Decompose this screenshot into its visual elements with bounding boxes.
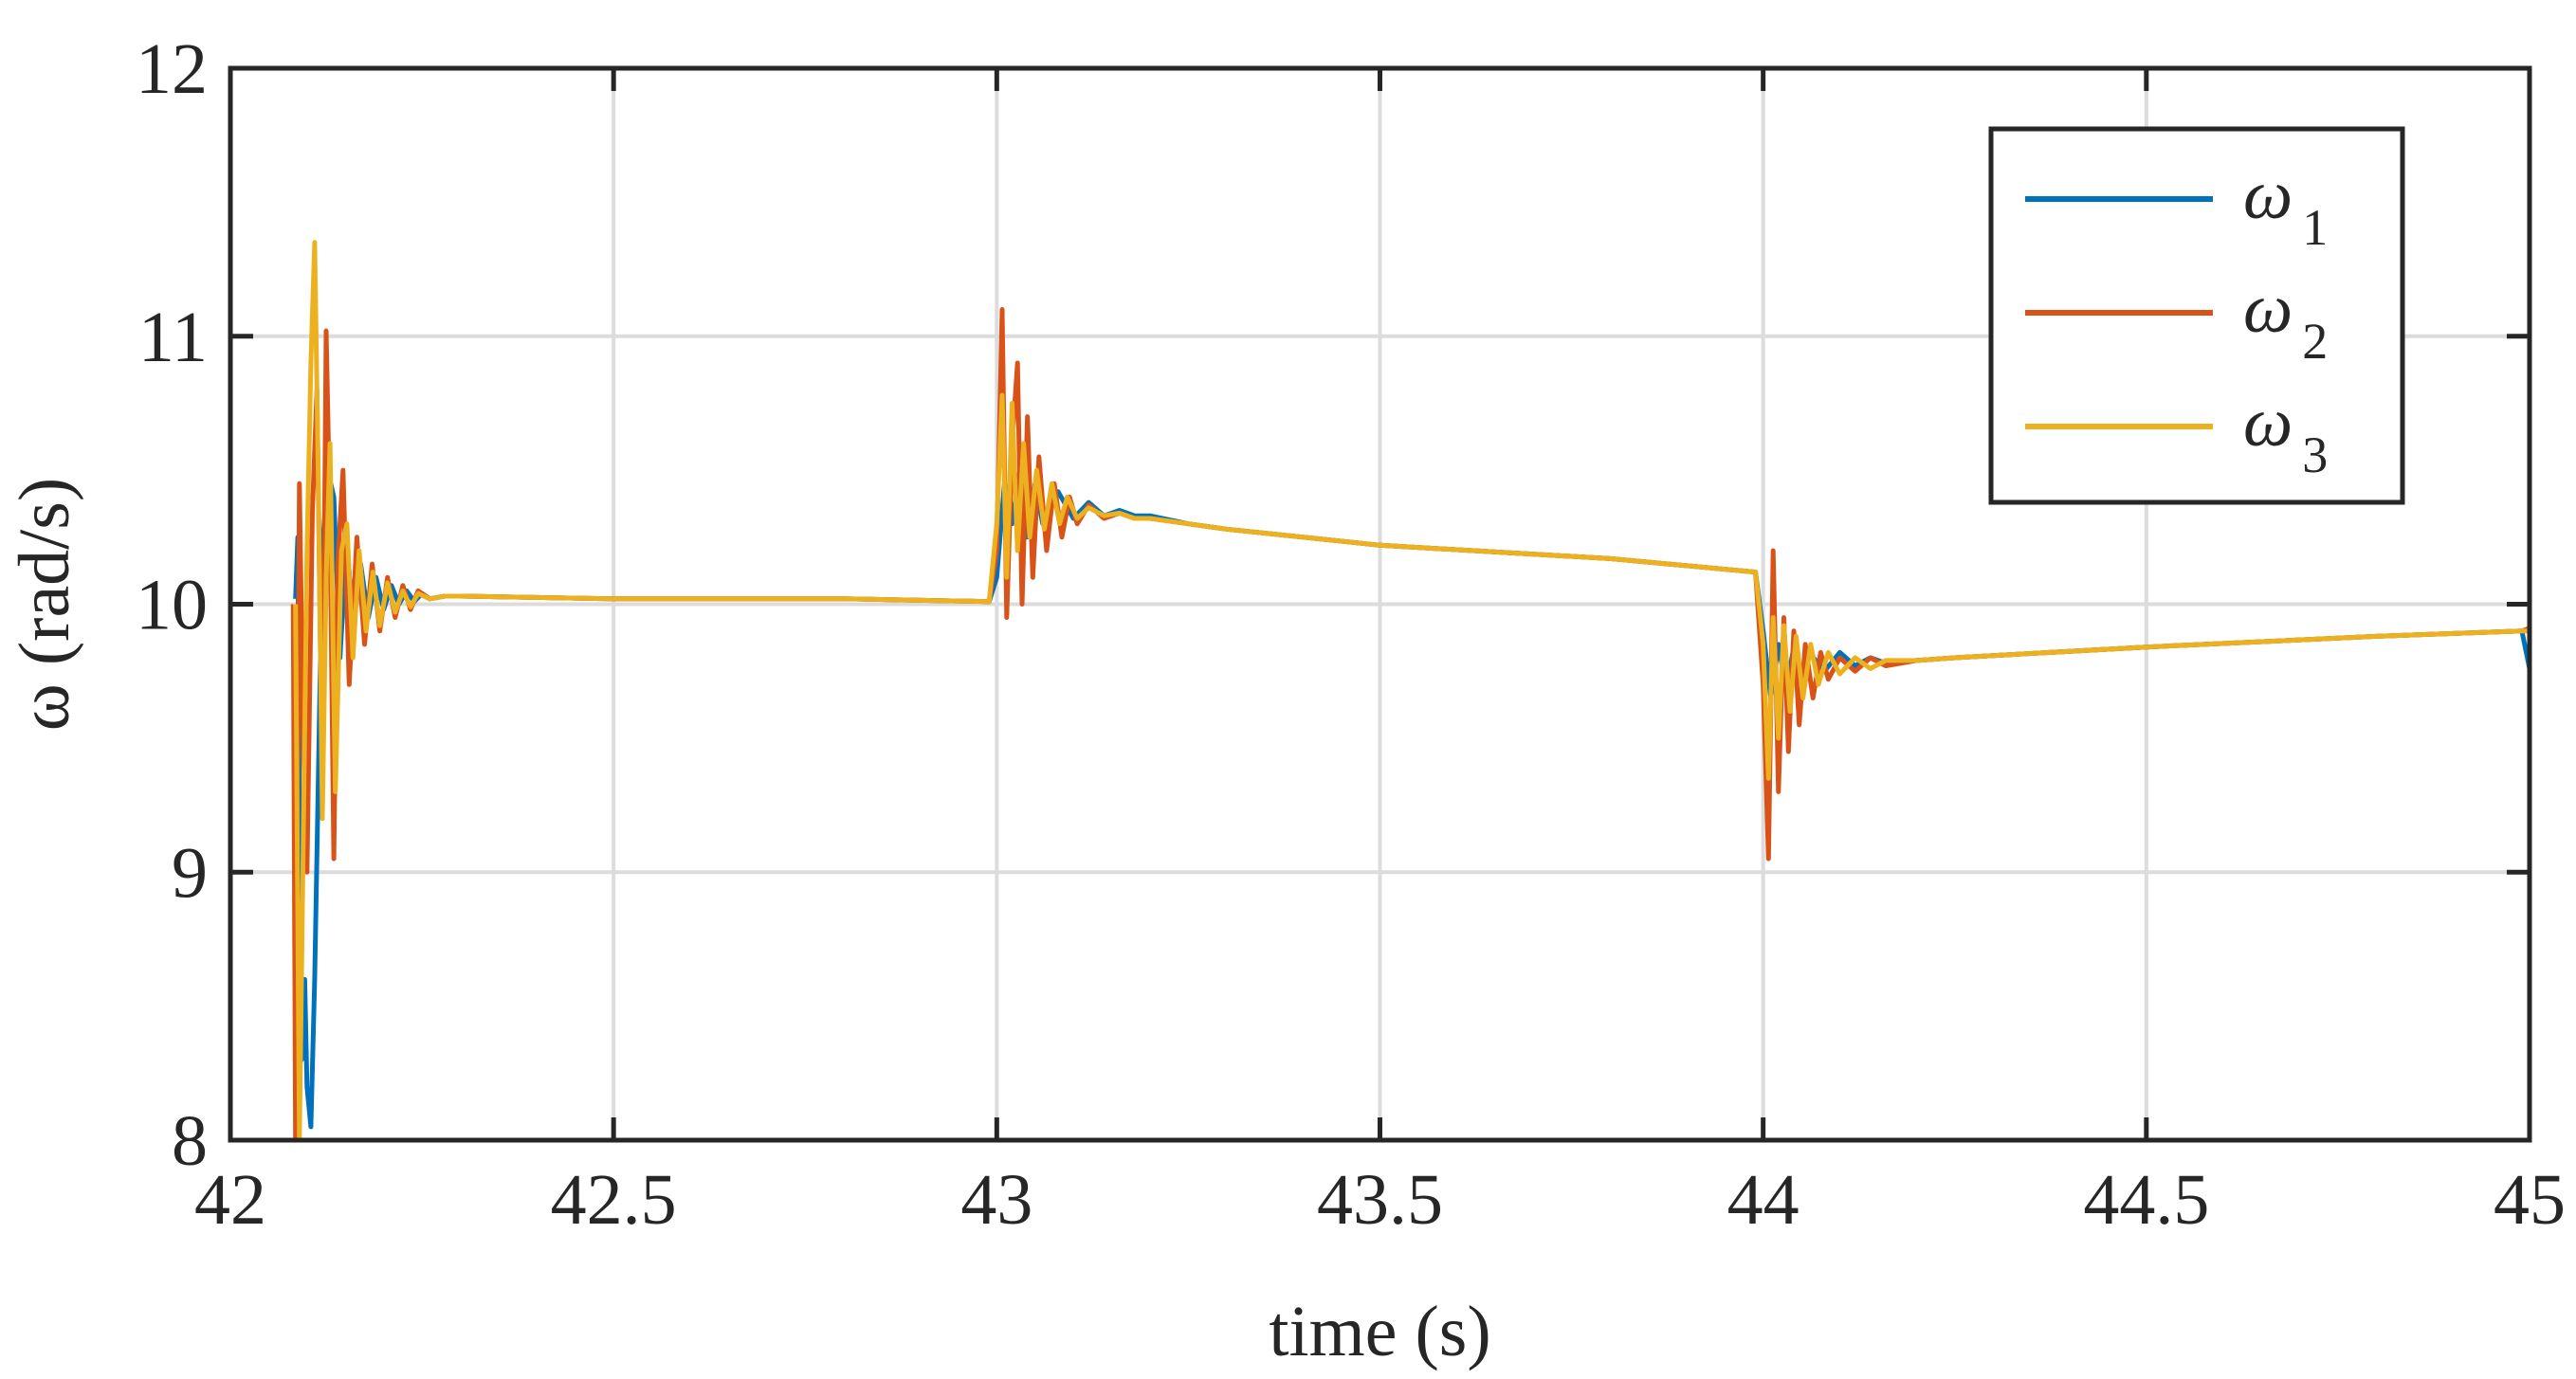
x-tick-label: 42 — [194, 1160, 266, 1240]
y-tick-label: 12 — [136, 29, 208, 109]
x-tick-label: 44 — [1727, 1160, 1800, 1240]
x-tick-label: 43 — [960, 1160, 1032, 1240]
x-tick-labels: 42 42.5 43 43.5 44 44.5 45 — [194, 1160, 2566, 1240]
x-tick-label: 45 — [2494, 1160, 2566, 1240]
x-axis-label: time (s) — [1269, 1292, 1490, 1371]
y-tick-label: 8 — [172, 1101, 208, 1181]
legend: ω 1 ω 2 ω 3 — [1988, 126, 2405, 505]
y-axis-label: ω (rad/s) — [5, 478, 84, 731]
tick-marks — [228, 65, 2532, 1143]
y-tick-label: 11 — [138, 298, 208, 377]
x-tick-label: 43.5 — [1317, 1160, 1443, 1240]
x-tick-label: 44.5 — [2083, 1160, 2209, 1240]
x-tick-label: 42.5 — [551, 1160, 677, 1240]
series-line-3 — [293, 240, 2530, 1140]
y-tick-label: 9 — [172, 833, 208, 913]
series-layer — [290, 240, 2530, 1140]
y-tick-label: 10 — [136, 566, 208, 645]
y-tick-labels: 8 9 10 11 12 — [136, 29, 208, 1181]
